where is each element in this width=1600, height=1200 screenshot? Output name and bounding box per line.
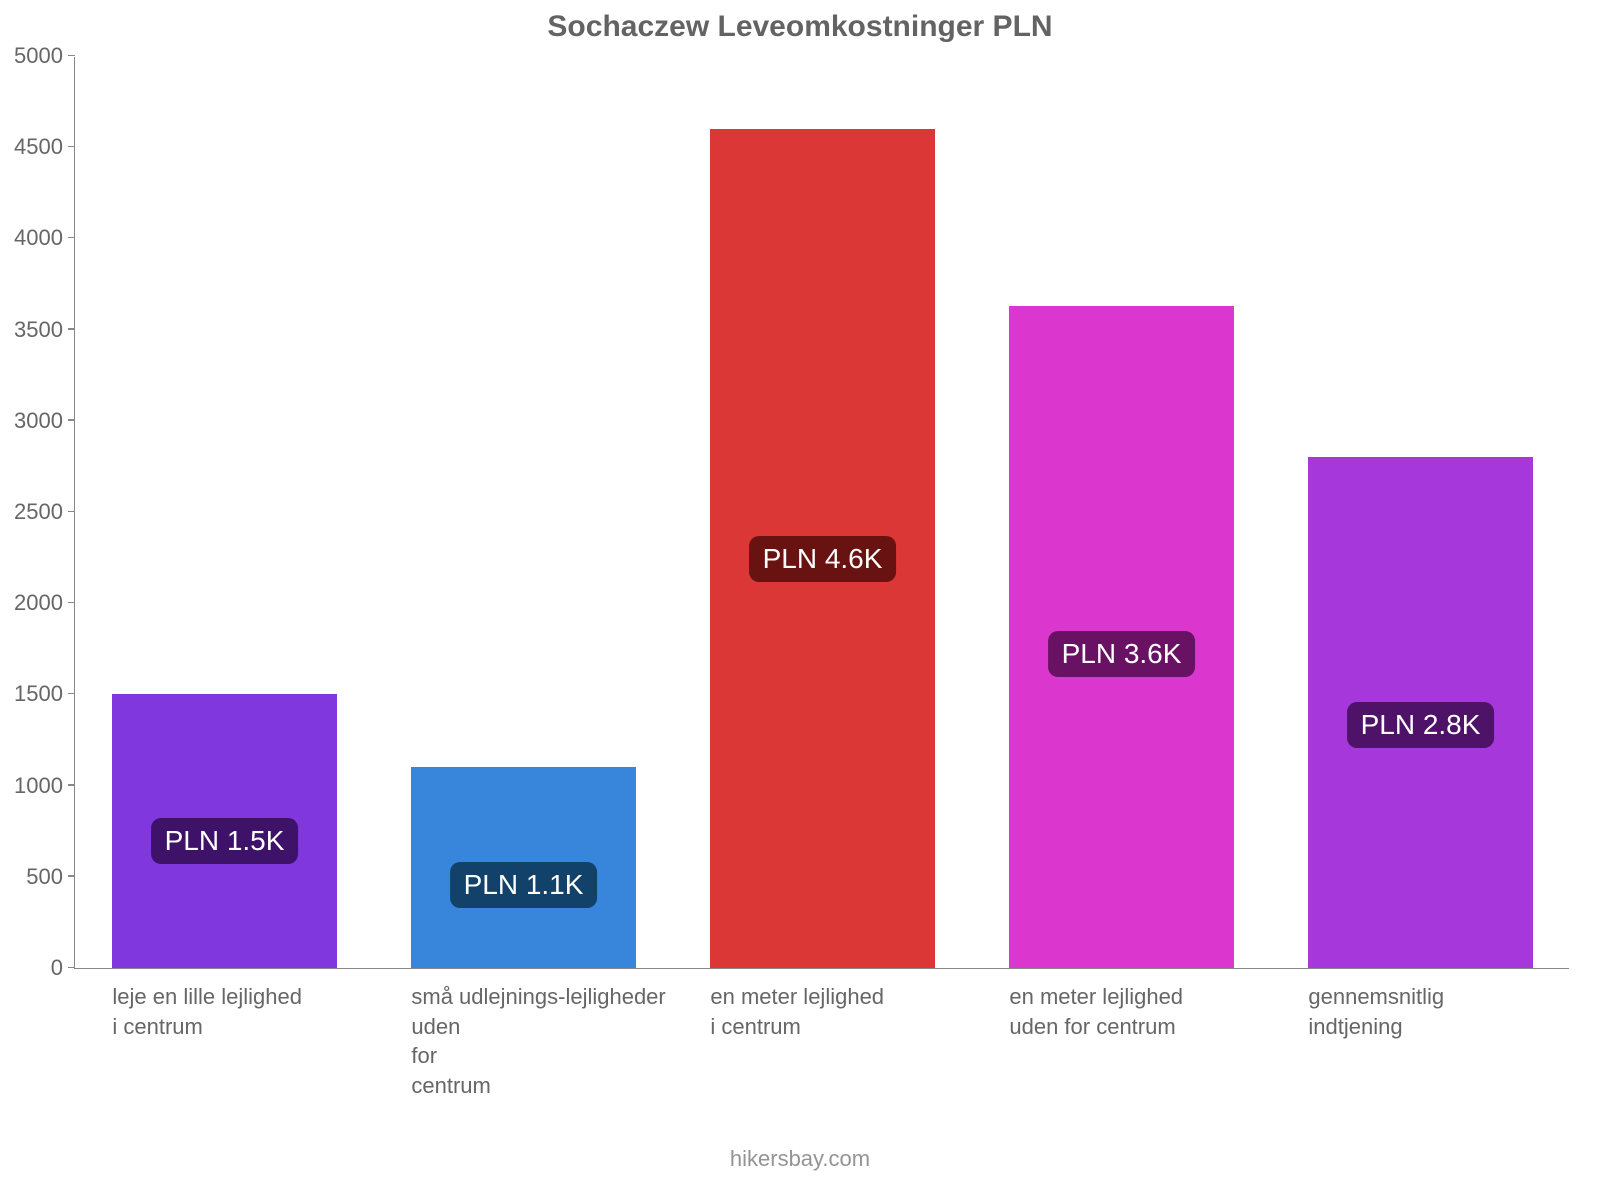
y-tick-label: 0 [51, 955, 75, 981]
y-tick-label: 5000 [14, 43, 75, 69]
y-tick-mark [68, 328, 75, 330]
x-category-label: gennemsnitlig indtjening [1308, 968, 1532, 1041]
bar-value-label: PLN 3.6K [1048, 631, 1196, 677]
bar-value-label: PLN 1.1K [450, 862, 598, 908]
y-tick-mark [68, 875, 75, 877]
bar: PLN 4.6K [710, 129, 934, 968]
y-tick-label: 1500 [14, 681, 75, 707]
bar: PLN 3.6K [1009, 306, 1233, 968]
x-category-label: små udlejnings-lejligheder uden for cent… [411, 968, 635, 1101]
y-tick-mark [68, 784, 75, 786]
bar-value-label: PLN 4.6K [749, 536, 897, 582]
y-tick-label: 4500 [14, 134, 75, 160]
bar-value-label: PLN 2.8K [1347, 702, 1495, 748]
y-tick-label: 2000 [14, 590, 75, 616]
bar: PLN 1.1K [411, 767, 635, 968]
x-category-label: en meter lejlighed uden for centrum [1009, 968, 1233, 1041]
chart-container: Sochaczew Leveomkostninger PLN 050010001… [0, 0, 1600, 1200]
x-category-label: en meter lejlighed i centrum [710, 968, 934, 1041]
y-tick-mark [68, 237, 75, 239]
bar-value-label: PLN 1.5K [151, 818, 299, 864]
y-tick-mark [68, 419, 75, 421]
bar: PLN 1.5K [112, 694, 336, 968]
y-tick-label: 500 [26, 864, 75, 890]
x-category-label: leje en lille lejlighed i centrum [112, 968, 336, 1041]
y-tick-label: 3500 [14, 317, 75, 343]
bar: PLN 2.8K [1308, 457, 1532, 968]
y-tick-mark [68, 967, 75, 969]
chart-title: Sochaczew Leveomkostninger PLN [0, 10, 1600, 44]
y-tick-mark [68, 55, 75, 57]
attribution-text: hikersbay.com [0, 1146, 1600, 1172]
y-tick-mark [68, 602, 75, 604]
y-tick-label: 1000 [14, 773, 75, 799]
y-tick-mark [68, 146, 75, 148]
plot-area: 0500100015002000250030003500400045005000… [74, 57, 1569, 969]
y-tick-label: 2500 [14, 499, 75, 525]
y-tick-label: 3000 [14, 408, 75, 434]
y-tick-mark [68, 511, 75, 513]
y-tick-label: 4000 [14, 225, 75, 251]
y-tick-mark [68, 693, 75, 695]
